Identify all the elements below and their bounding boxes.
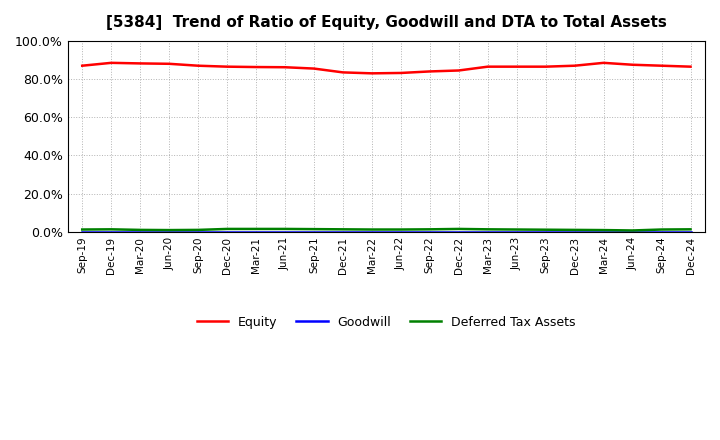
Deferred Tax Assets <box>686 227 695 232</box>
Equity <box>454 68 463 73</box>
Deferred Tax Assets <box>570 227 579 232</box>
Deferred Tax Assets <box>513 227 521 232</box>
Goodwill <box>541 229 550 235</box>
Goodwill <box>454 229 463 235</box>
Equity <box>570 63 579 68</box>
Goodwill <box>107 229 115 235</box>
Deferred Tax Assets <box>310 227 318 232</box>
Equity <box>686 64 695 70</box>
Deferred Tax Assets <box>541 227 550 232</box>
Goodwill <box>310 229 318 235</box>
Deferred Tax Assets <box>629 228 637 233</box>
Deferred Tax Assets <box>281 226 289 231</box>
Deferred Tax Assets <box>222 226 231 231</box>
Deferred Tax Assets <box>136 227 145 232</box>
Goodwill <box>599 229 608 235</box>
Equity <box>107 60 115 66</box>
Goodwill <box>397 229 405 235</box>
Goodwill <box>222 229 231 235</box>
Equity <box>310 66 318 71</box>
Deferred Tax Assets <box>194 227 202 232</box>
Deferred Tax Assets <box>599 227 608 233</box>
Goodwill <box>629 229 637 235</box>
Equity <box>338 70 347 75</box>
Equity <box>483 64 492 70</box>
Goodwill <box>657 229 666 235</box>
Equity <box>281 65 289 70</box>
Goodwill <box>194 229 202 235</box>
Line: Equity: Equity <box>82 63 690 73</box>
Deferred Tax Assets <box>397 227 405 232</box>
Deferred Tax Assets <box>165 227 174 233</box>
Equity <box>541 64 550 70</box>
Deferred Tax Assets <box>252 226 261 231</box>
Goodwill <box>483 229 492 235</box>
Equity <box>513 64 521 70</box>
Goodwill <box>513 229 521 235</box>
Deferred Tax Assets <box>338 227 347 232</box>
Line: Deferred Tax Assets: Deferred Tax Assets <box>82 229 690 231</box>
Deferred Tax Assets <box>483 227 492 232</box>
Goodwill <box>338 229 347 235</box>
Goodwill <box>570 229 579 235</box>
Equity <box>194 63 202 68</box>
Goodwill <box>252 229 261 235</box>
Goodwill <box>686 229 695 235</box>
Equity <box>136 61 145 66</box>
Equity <box>368 71 377 76</box>
Deferred Tax Assets <box>657 227 666 232</box>
Goodwill <box>368 229 377 235</box>
Deferred Tax Assets <box>107 227 115 232</box>
Equity <box>629 62 637 67</box>
Legend: Equity, Goodwill, Deferred Tax Assets: Equity, Goodwill, Deferred Tax Assets <box>192 311 581 334</box>
Deferred Tax Assets <box>454 226 463 231</box>
Goodwill <box>78 229 86 235</box>
Equity <box>599 60 608 66</box>
Equity <box>657 63 666 68</box>
Equity <box>426 69 434 74</box>
Equity <box>252 64 261 70</box>
Equity <box>78 63 86 68</box>
Goodwill <box>136 229 145 235</box>
Goodwill <box>281 229 289 235</box>
Equity <box>222 64 231 70</box>
Equity <box>397 70 405 76</box>
Goodwill <box>165 229 174 235</box>
Deferred Tax Assets <box>368 227 377 232</box>
Deferred Tax Assets <box>78 227 86 232</box>
Deferred Tax Assets <box>426 227 434 232</box>
Equity <box>165 61 174 66</box>
Goodwill <box>426 229 434 235</box>
Title: [5384]  Trend of Ratio of Equity, Goodwill and DTA to Total Assets: [5384] Trend of Ratio of Equity, Goodwil… <box>106 15 667 30</box>
